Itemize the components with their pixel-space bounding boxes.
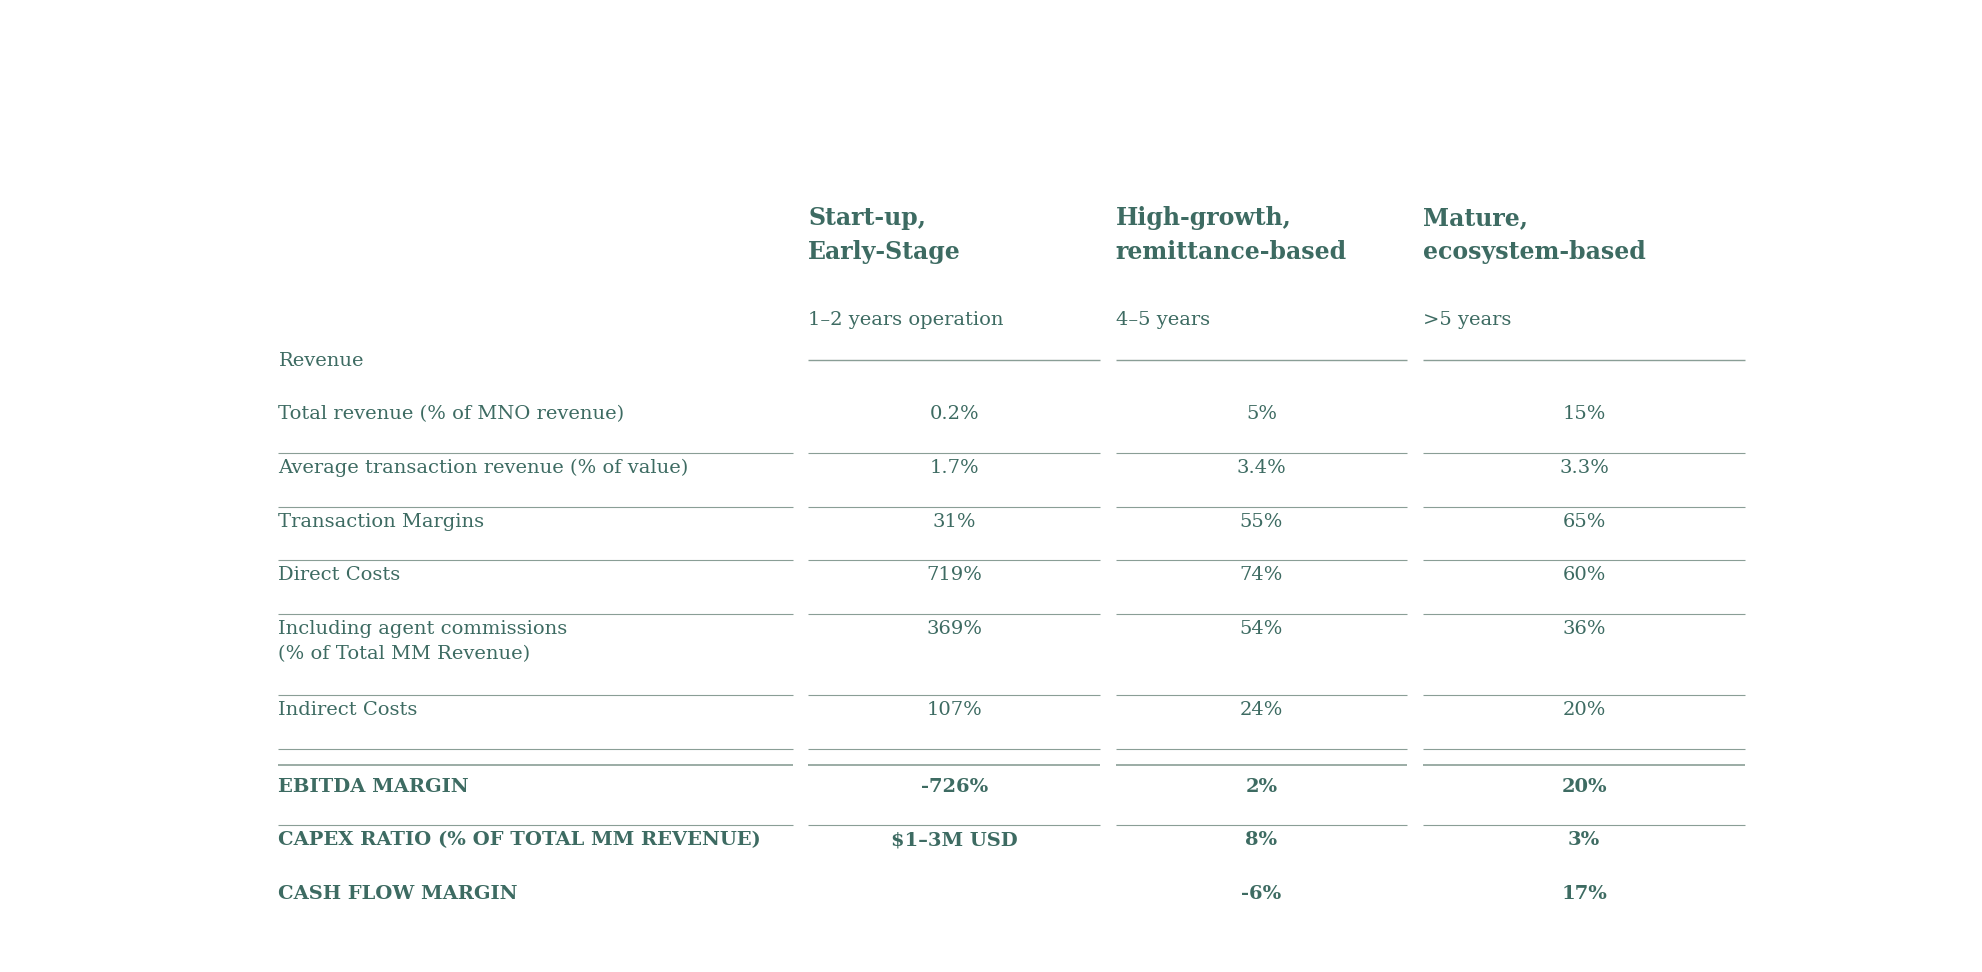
Text: 15%: 15%: [1562, 404, 1605, 423]
Text: 20%: 20%: [1562, 778, 1607, 795]
Text: 0.2%: 0.2%: [930, 404, 979, 423]
Text: 3.4%: 3.4%: [1237, 459, 1286, 476]
Text: High-growth,
remittance-based: High-growth, remittance-based: [1116, 206, 1346, 264]
Text: >5 years: >5 years: [1423, 311, 1510, 330]
Text: 2%: 2%: [1245, 778, 1278, 795]
Text: Total revenue (% of MNO revenue): Total revenue (% of MNO revenue): [277, 404, 624, 423]
Text: 369%: 369%: [926, 620, 983, 639]
Text: -6%: -6%: [1241, 885, 1282, 903]
Text: 20%: 20%: [1562, 701, 1605, 719]
Text: -726%: -726%: [922, 778, 987, 795]
Text: 36%: 36%: [1562, 620, 1605, 639]
Text: 107%: 107%: [926, 701, 983, 719]
Text: 8%: 8%: [1245, 831, 1278, 850]
Text: 1.7%: 1.7%: [930, 459, 979, 476]
Text: CASH FLOW MARGIN: CASH FLOW MARGIN: [277, 885, 517, 903]
Text: 65%: 65%: [1562, 512, 1605, 531]
Text: 24%: 24%: [1241, 701, 1282, 719]
Text: 719%: 719%: [926, 567, 983, 584]
Text: EBITDA MARGIN: EBITDA MARGIN: [277, 778, 470, 795]
Text: 4–5 years: 4–5 years: [1116, 311, 1209, 330]
Text: 74%: 74%: [1241, 567, 1282, 584]
Text: 54%: 54%: [1241, 620, 1282, 639]
Text: Mature,
ecosystem-based: Mature, ecosystem-based: [1423, 206, 1645, 264]
Text: 17%: 17%: [1562, 885, 1607, 903]
Text: 55%: 55%: [1241, 512, 1282, 531]
Text: Indirect Costs: Indirect Costs: [277, 701, 418, 719]
Text: 60%: 60%: [1562, 567, 1605, 584]
Text: 1–2 years operation: 1–2 years operation: [809, 311, 1005, 330]
Text: $1–3M USD: $1–3M USD: [892, 831, 1017, 850]
Text: Revenue: Revenue: [277, 353, 365, 370]
Text: 5%: 5%: [1247, 404, 1276, 423]
Text: Including agent commissions
(% of Total MM Revenue): Including agent commissions (% of Total …: [277, 620, 567, 663]
Text: Average transaction revenue (% of value): Average transaction revenue (% of value): [277, 459, 688, 477]
Text: 3.3%: 3.3%: [1560, 459, 1609, 476]
Text: CAPEX RATIO (% OF TOTAL MM REVENUE): CAPEX RATIO (% OF TOTAL MM REVENUE): [277, 831, 761, 850]
Text: 3%: 3%: [1568, 831, 1599, 850]
Text: 31%: 31%: [934, 512, 975, 531]
Text: Transaction Margins: Transaction Margins: [277, 512, 484, 531]
Text: Start-up,
Early-Stage: Start-up, Early-Stage: [809, 206, 961, 264]
Text: Direct Costs: Direct Costs: [277, 567, 400, 584]
